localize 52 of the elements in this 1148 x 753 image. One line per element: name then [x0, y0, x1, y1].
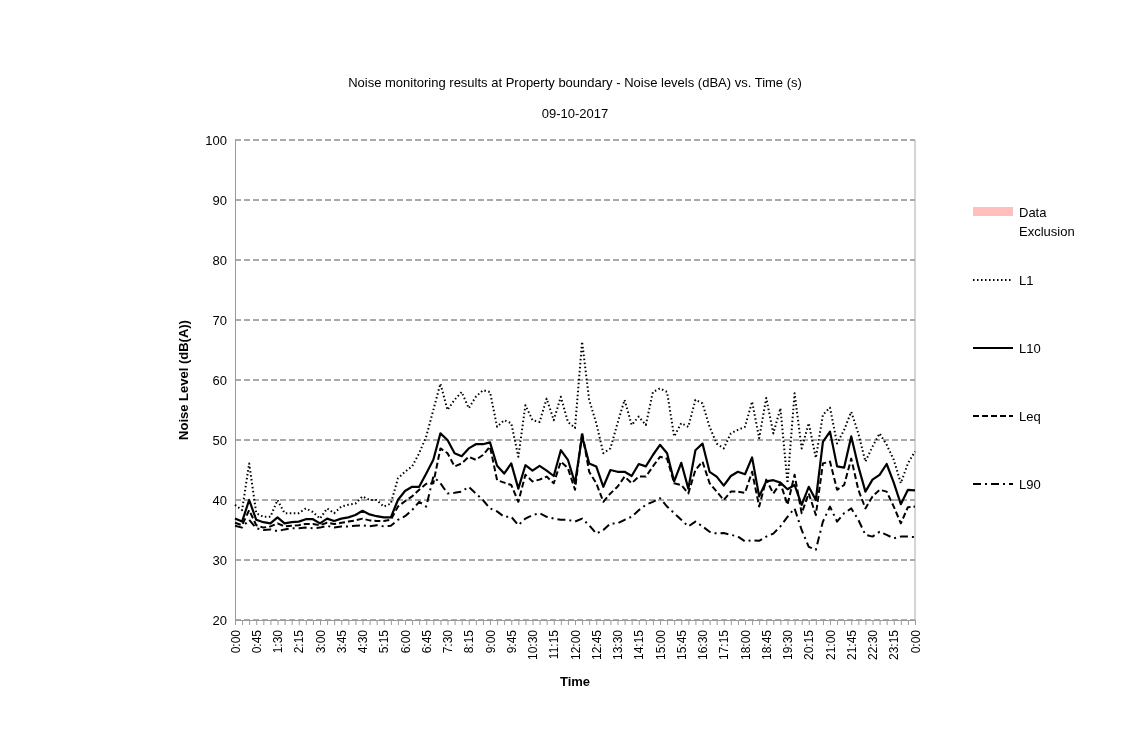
y-tick-label: 30 — [212, 552, 227, 568]
x-tick-label: 2:15 — [292, 629, 307, 654]
x-tick-label: 22:30 — [866, 629, 881, 661]
y-tick-label: 50 — [212, 432, 227, 448]
y-tick-label: 100 — [205, 132, 227, 148]
x-tick-label: 18:00 — [738, 629, 753, 661]
x-tick-label: 21:00 — [823, 629, 838, 661]
x-tick-label: 6:45 — [419, 629, 434, 654]
x-tick-label: 14:15 — [632, 629, 647, 661]
x-tick-label: 9:00 — [483, 629, 498, 654]
x-tick-label: 0:00 — [228, 629, 243, 654]
x-tick-label: 7:30 — [441, 629, 456, 654]
x-tick-label: 15:45 — [674, 629, 689, 661]
x-tick-label: 5:15 — [377, 629, 392, 654]
y-tick-label: 40 — [212, 492, 227, 508]
x-tick-label: 3:45 — [334, 629, 349, 654]
y-tick-label: 20 — [212, 612, 227, 628]
y-tick-label: 60 — [212, 372, 227, 388]
x-tick-label: 0:45 — [249, 629, 264, 654]
y-tick-label: 80 — [212, 252, 227, 268]
chart-title: Noise monitoring results at Property boundary - Noise levels (dBA) vs. Time (s) — [348, 75, 802, 90]
legend-label: L1 — [1019, 273, 1034, 288]
legend-label: Leq — [1019, 409, 1041, 424]
x-tick-label: 13:30 — [611, 629, 626, 661]
x-tick-label: 0:00 — [908, 629, 923, 654]
y-tick-label: 90 — [212, 192, 227, 208]
line-series — [234, 340, 916, 520]
x-tick-label: 20:15 — [802, 629, 817, 661]
x-tick-label: 12:45 — [589, 629, 604, 661]
x-tick-label: 21:45 — [844, 629, 859, 661]
x-tick-label: 3:00 — [313, 629, 328, 654]
x-tick-label: 23:15 — [887, 629, 902, 661]
x-tick-label: 8:15 — [462, 629, 477, 654]
x-tick-label: 10:30 — [526, 629, 541, 661]
y-axis-title: Noise Level (dB(A)) — [176, 320, 191, 440]
legend-label: L10 — [1019, 341, 1041, 356]
x-tick-label: 1:30 — [271, 629, 286, 654]
x-tick-label: 11:15 — [547, 629, 562, 660]
legend-label: Data Exclusion — [1019, 205, 1075, 239]
x-tick-label: 19:30 — [781, 629, 796, 661]
x-tick-label: 18:45 — [759, 629, 774, 661]
x-tick-label: 17:15 — [717, 629, 732, 661]
legend-label: L90 — [1019, 477, 1041, 492]
x-tick-label: 9:45 — [504, 629, 519, 654]
x-tick-label: 15:00 — [653, 629, 668, 661]
x-tick-label: 6:00 — [398, 629, 413, 654]
x-axis-title: Time — [559, 674, 591, 689]
chart-subtitle: 09-10-2017 — [541, 106, 609, 121]
x-tick-label: 4:30 — [356, 629, 371, 654]
x-tick-label: 16:30 — [696, 629, 711, 661]
y-tick-label: 70 — [212, 312, 227, 328]
x-tick-label: 12:00 — [568, 629, 583, 661]
